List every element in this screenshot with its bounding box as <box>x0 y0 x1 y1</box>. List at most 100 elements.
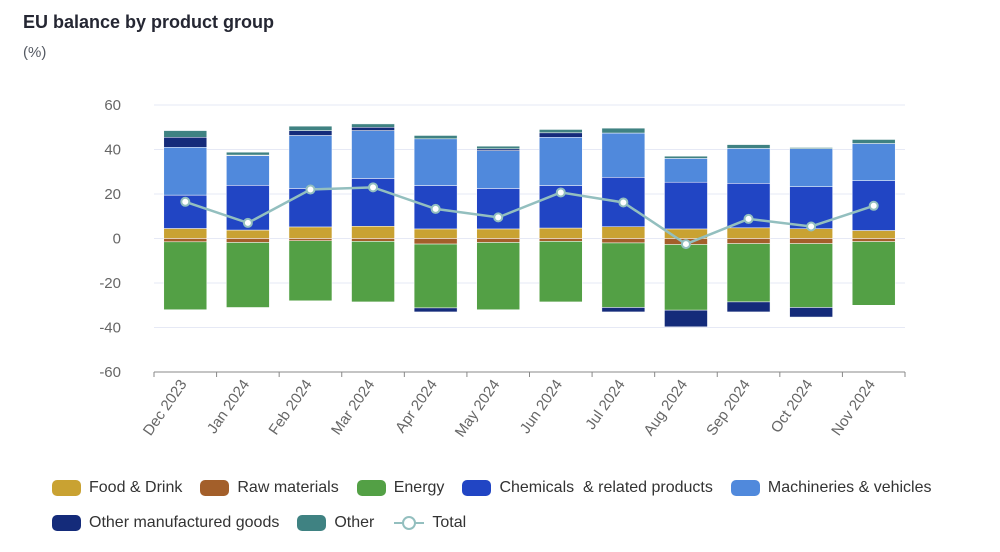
bar-other-manufactured-goods[interactable] <box>539 132 583 138</box>
x-tick-label: Nov 2024 <box>828 377 879 439</box>
total-point[interactable] <box>368 182 379 193</box>
legend-item-total[interactable]: Total <box>392 514 466 532</box>
bar-raw-materials[interactable] <box>726 238 771 244</box>
total-point[interactable] <box>680 239 691 250</box>
total-point[interactable] <box>180 196 191 207</box>
bar-raw-materials[interactable] <box>288 238 333 241</box>
bar-other[interactable] <box>351 123 395 128</box>
bar-other-manufactured-goods[interactable] <box>163 137 208 148</box>
bar-raw-materials[interactable] <box>789 238 833 244</box>
bar-raw-materials[interactable] <box>226 238 270 243</box>
bar-food-drink[interactable] <box>288 226 333 239</box>
total-point[interactable] <box>868 200 879 211</box>
bar-other[interactable] <box>539 129 583 134</box>
bar-food-drink[interactable] <box>539 227 583 239</box>
bar-other[interactable] <box>476 145 520 150</box>
bar-raw-materials[interactable] <box>601 238 646 244</box>
bar-food-drink[interactable] <box>163 228 208 239</box>
bar-machineries-vehicles[interactable] <box>476 150 520 189</box>
bar-food-drink[interactable] <box>601 226 646 239</box>
total-point[interactable] <box>618 197 629 208</box>
bar-energy[interactable] <box>476 242 520 310</box>
bar-other[interactable] <box>413 135 458 140</box>
bar-other-manufactured-goods[interactable] <box>664 309 708 328</box>
bar-machineries-vehicles[interactable] <box>163 147 208 196</box>
bar-energy[interactable] <box>226 242 270 308</box>
total-point[interactable] <box>430 203 441 214</box>
bar-food-drink[interactable] <box>226 229 270 239</box>
bar-machineries-vehicles[interactable] <box>789 148 833 187</box>
bar-energy[interactable] <box>789 243 833 308</box>
legend-item-raw-materials[interactable]: Raw materials <box>200 479 339 497</box>
bar-chemicals-related-products[interactable] <box>163 194 208 229</box>
bar-machineries-vehicles[interactable] <box>288 135 333 189</box>
total-point[interactable] <box>555 187 566 198</box>
bar-energy[interactable] <box>288 240 333 302</box>
bar-machineries-vehicles[interactable] <box>851 143 896 181</box>
total-point[interactable] <box>493 212 504 223</box>
legend-item-energy[interactable]: Energy <box>356 479 445 497</box>
bar-energy[interactable] <box>351 241 395 303</box>
bar-other[interactable] <box>226 151 270 156</box>
bar-machineries-vehicles[interactable] <box>539 137 583 186</box>
bar-other[interactable] <box>851 139 896 144</box>
total-line <box>180 182 879 250</box>
bar-other[interactable] <box>726 144 771 149</box>
bar-machineries-vehicles[interactable] <box>726 148 771 184</box>
legend-label: Food & Drink <box>89 479 183 496</box>
bar-raw-materials[interactable] <box>851 238 896 242</box>
bar-energy[interactable] <box>539 241 583 303</box>
total-point[interactable] <box>305 184 316 195</box>
bar-chemicals-related-products[interactable] <box>664 181 708 230</box>
legend-label: Other manufactured goods <box>89 514 280 531</box>
bar-other-manufactured-goods[interactable] <box>351 127 395 131</box>
legend-item-other-manufactured[interactable]: Other manufactured goods <box>52 514 279 532</box>
bar-other[interactable] <box>288 125 333 131</box>
total-point[interactable] <box>743 213 754 224</box>
bar-other[interactable] <box>789 147 833 149</box>
bar-machineries-vehicles[interactable] <box>413 138 458 186</box>
bar-raw-materials[interactable] <box>351 238 395 242</box>
bar-machineries-vehicles[interactable] <box>351 130 395 179</box>
bar-raw-materials[interactable] <box>163 238 208 243</box>
bar-other[interactable] <box>601 127 646 134</box>
bar-other-manufactured-goods[interactable] <box>476 148 520 151</box>
legend-item-other[interactable]: Other <box>297 514 374 532</box>
bar-food-drink[interactable] <box>726 227 771 239</box>
bar-other-manufactured-goods[interactable] <box>789 307 833 318</box>
bar-food-drink[interactable] <box>476 228 520 239</box>
bar-raw-materials[interactable] <box>476 238 520 243</box>
energy-swatch-icon <box>356 480 386 496</box>
legend-label: Other <box>334 514 375 531</box>
bar-other-manufactured-goods[interactable] <box>726 301 771 313</box>
bar-food-drink[interactable] <box>351 226 395 239</box>
bar-energy[interactable] <box>413 243 458 309</box>
bar-machineries-vehicles[interactable] <box>664 158 708 183</box>
bar-energy[interactable] <box>851 241 896 306</box>
bar-other-manufactured-goods[interactable] <box>288 130 333 136</box>
bar-energy[interactable] <box>664 244 708 311</box>
bar-other-manufactured-goods[interactable] <box>601 307 646 313</box>
total-point[interactable] <box>242 217 253 228</box>
y-axis: 60 40 20 0 -20 -40 -60 <box>99 97 121 381</box>
bar-machineries-vehicles[interactable] <box>601 132 646 178</box>
bar-energy[interactable] <box>726 243 771 303</box>
bar-food-drink[interactable] <box>413 228 458 239</box>
bar-energy[interactable] <box>601 242 646 308</box>
legend-item-food-drink[interactable]: Food & Drink <box>52 479 182 497</box>
legend-item-chemicals[interactable]: Chemicals & related products <box>462 479 713 497</box>
bar-energy[interactable] <box>163 241 208 310</box>
bar-other-manufactured-goods[interactable] <box>413 307 458 313</box>
total-point[interactable] <box>806 221 817 232</box>
x-tick-label: Jan 2024 <box>204 377 253 437</box>
bar-chemicals-related-products[interactable] <box>476 188 520 230</box>
bar-raw-materials[interactable] <box>539 238 583 242</box>
bar-raw-materials[interactable] <box>413 238 458 245</box>
legend-label: Energy <box>393 479 445 496</box>
bar-chemicals-related-products[interactable] <box>288 188 333 228</box>
bar-machineries-vehicles[interactable] <box>226 155 270 186</box>
bar-other[interactable] <box>664 155 708 159</box>
bar-other[interactable] <box>163 130 208 138</box>
bar-food-drink[interactable] <box>851 230 896 239</box>
legend-item-machineries[interactable]: Machineries & vehicles <box>730 479 932 497</box>
